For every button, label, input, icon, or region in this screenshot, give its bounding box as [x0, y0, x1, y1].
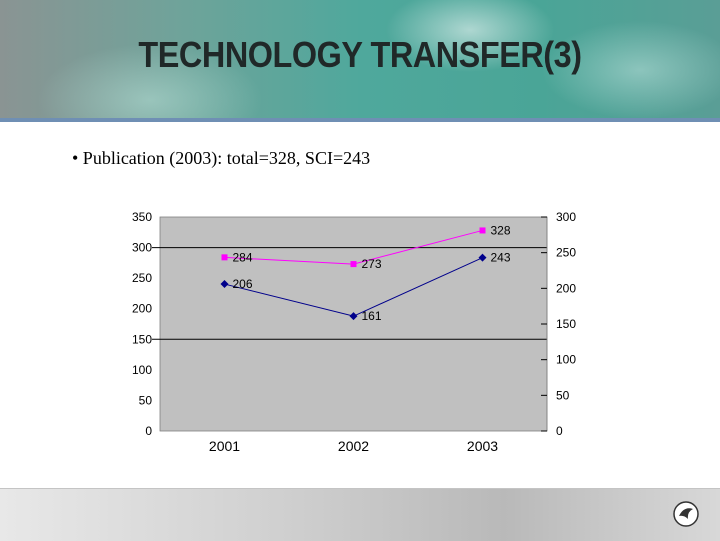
data-label: 284 [233, 250, 253, 264]
y-right-tick-label: 50 [556, 388, 570, 402]
y-right-tick-label: 250 [556, 246, 576, 260]
data-label: 161 [362, 309, 382, 323]
data-label: 328 [491, 223, 511, 237]
header-banner [0, 0, 720, 118]
y-left-tick-label: 350 [132, 210, 152, 224]
bullet-text: • Publication (2003): total=328, SCI=243 [72, 148, 371, 168]
data-point [479, 227, 486, 234]
data-point [478, 253, 487, 262]
y-right-tick-label: 100 [556, 353, 576, 367]
y-left-tick-label: 300 [132, 241, 152, 255]
footer-bar [0, 488, 720, 541]
data-label: 273 [362, 257, 382, 271]
data-point [221, 254, 228, 261]
x-tick-label: 2003 [467, 438, 498, 454]
y-right-tick-label: 0 [556, 424, 563, 438]
y-left-tick-label: 50 [139, 393, 153, 407]
y-left-tick-label: 250 [132, 271, 152, 285]
page-title: TECHNOLOGY TRANSFER(3) [138, 34, 582, 75]
plot-area [159, 216, 548, 432]
x-tick-label: 2002 [338, 438, 369, 454]
logo-icon [673, 501, 699, 527]
data-label: 206 [233, 277, 253, 291]
y-right-tick-label: 150 [556, 317, 576, 331]
y-left-tick-label: 150 [132, 332, 152, 346]
y-right-tick-label: 200 [556, 281, 576, 295]
data-point [220, 280, 229, 289]
header-divider [0, 118, 720, 122]
y-left-tick-label: 100 [132, 363, 152, 377]
y-right-tick-label: 300 [556, 210, 576, 224]
data-label: 243 [491, 251, 511, 265]
y-left-tick-label: 200 [132, 302, 152, 316]
data-point [349, 312, 358, 321]
data-point [350, 261, 357, 268]
x-tick-label: 2001 [209, 438, 240, 454]
y-left-tick-label: 0 [145, 424, 152, 438]
